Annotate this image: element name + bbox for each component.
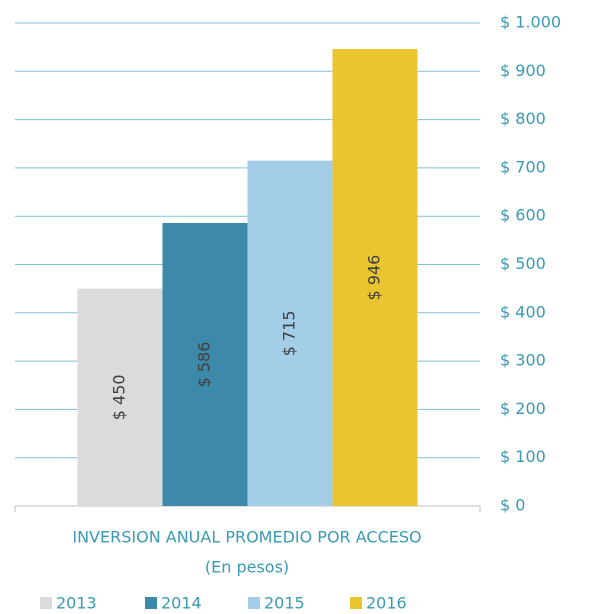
bar	[162, 222, 248, 506]
y-tick-label: $ 1.000	[500, 13, 561, 32]
chart-subtitle: (En pesos)	[205, 558, 289, 577]
y-tick-label: $ 100	[500, 447, 546, 466]
legend-swatch	[40, 597, 52, 609]
legend-swatch	[248, 597, 260, 609]
y-tick-label: $ 200	[500, 399, 546, 418]
y-tick-label: $ 900	[500, 61, 546, 80]
y-tick-label: $ 0	[500, 496, 525, 515]
data-label: $ 715	[280, 310, 299, 356]
bar	[77, 288, 163, 506]
y-tick-label: $ 300	[500, 351, 546, 370]
bar	[247, 160, 333, 506]
legend-swatch	[350, 597, 362, 609]
legend-label: 2013	[56, 594, 97, 613]
data-label: $ 586	[195, 342, 214, 388]
data-label: $ 450	[110, 374, 129, 420]
y-tick-label: $ 400	[500, 302, 546, 321]
legend-label: 2015	[264, 594, 305, 613]
y-tick-label: $ 600	[500, 206, 546, 225]
legend-label: 2014	[161, 594, 202, 613]
bar	[332, 49, 418, 506]
data-label: $ 946	[365, 255, 384, 301]
y-tick-label: $ 700	[500, 157, 546, 176]
legend-label: 2016	[366, 594, 407, 613]
chart-title: INVERSION ANUAL PROMEDIO POR ACCESO	[72, 528, 421, 547]
legend-swatch	[145, 597, 157, 609]
y-tick-label: $ 800	[500, 109, 546, 128]
y-tick-label: $ 500	[500, 254, 546, 273]
